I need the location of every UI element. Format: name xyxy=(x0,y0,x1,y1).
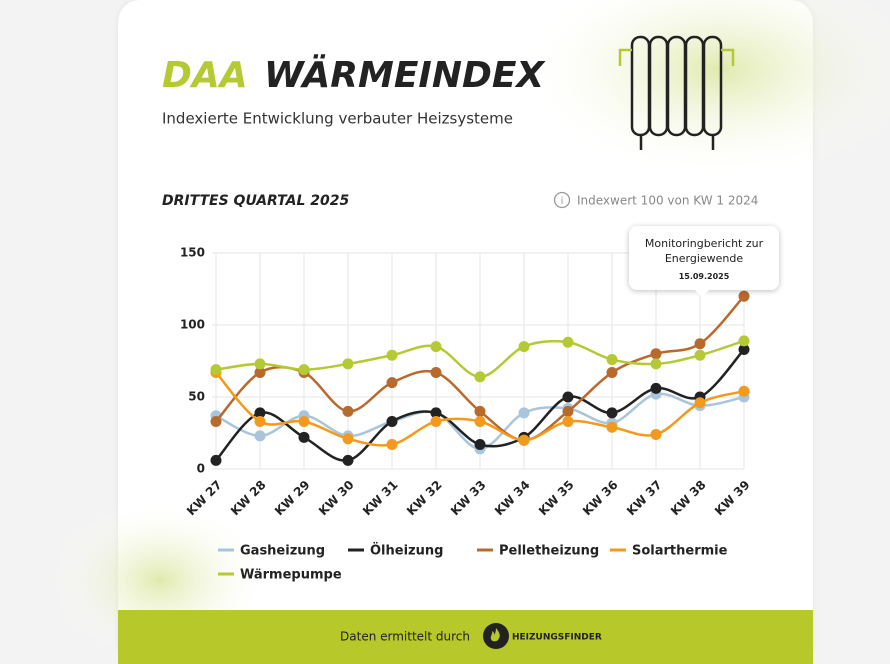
y-tick-label: 100 xyxy=(180,318,205,332)
x-tick-label: KW 29 xyxy=(272,478,313,519)
data-point xyxy=(518,341,530,353)
data-point xyxy=(254,415,266,427)
subtitle: Indexierte Entwicklung verbauter Heizsys… xyxy=(162,110,513,128)
x-tick-label: KW 30 xyxy=(316,478,357,519)
footer-text: Daten ermittelt durch xyxy=(340,630,470,644)
y-tick-label: 50 xyxy=(188,390,205,404)
legend-label: Solarthermie xyxy=(632,544,728,559)
data-point xyxy=(562,415,574,427)
data-point xyxy=(562,391,574,403)
legend-label: Pelletheizung xyxy=(499,544,599,559)
data-point xyxy=(430,341,442,353)
data-point xyxy=(342,358,354,370)
info-icon-i: i xyxy=(561,196,564,207)
data-point xyxy=(430,367,442,379)
footer-brand: HEIZUNGSFINDER xyxy=(512,633,602,643)
legend-label: Gasheizung xyxy=(240,544,325,559)
annotation-date: 15.09.2025 xyxy=(678,272,730,281)
chart-title: DRITTES QUARTAL 2025 xyxy=(162,193,349,209)
x-tick-label: KW 39 xyxy=(712,478,753,519)
title: WÄRMEINDEX xyxy=(264,54,546,96)
data-point xyxy=(474,405,486,417)
brand-flame xyxy=(490,628,500,642)
data-point xyxy=(606,407,618,419)
data-point xyxy=(254,358,266,370)
x-tick-label: KW 34 xyxy=(492,478,533,519)
data-point xyxy=(738,335,750,347)
data-point xyxy=(342,454,354,466)
data-point xyxy=(342,433,354,445)
data-point xyxy=(386,349,398,361)
data-point xyxy=(254,367,266,379)
x-tick-label: KW 32 xyxy=(404,478,445,519)
annotation: Monitoringbericht zur Energiewende 15.09.… xyxy=(629,226,779,297)
logo: DAA xyxy=(162,55,248,96)
data-point xyxy=(606,421,618,433)
x-tick-label: KW 37 xyxy=(624,478,665,519)
data-point xyxy=(430,407,442,419)
data-point xyxy=(650,382,662,394)
data-point xyxy=(474,371,486,383)
data-point xyxy=(518,434,530,446)
data-point xyxy=(738,343,750,355)
info-icon xyxy=(553,191,571,209)
data-point xyxy=(694,349,706,361)
data-point xyxy=(298,415,310,427)
data-point xyxy=(386,439,398,451)
x-tick-label: KW 35 xyxy=(536,478,577,519)
x-tick-label: KW 31 xyxy=(360,478,401,519)
data-point xyxy=(342,405,354,417)
data-point xyxy=(386,377,398,389)
data-point xyxy=(474,415,486,427)
data-point xyxy=(298,364,310,376)
data-point xyxy=(518,407,530,419)
data-point xyxy=(738,385,750,397)
data-point xyxy=(254,407,266,419)
data-point xyxy=(430,415,442,427)
data-point xyxy=(210,415,222,427)
legend-label: Ölheizung xyxy=(370,543,443,559)
x-tick-label: KW 38 xyxy=(668,478,709,519)
data-point xyxy=(210,364,222,376)
y-tick-label: 0 xyxy=(197,462,205,476)
x-tick-label: KW 28 xyxy=(228,478,269,519)
data-point xyxy=(606,354,618,366)
x-tick-label: KW 33 xyxy=(448,478,489,519)
data-point xyxy=(694,338,706,350)
data-point xyxy=(650,358,662,370)
data-point xyxy=(694,397,706,409)
x-tick-label: KW 36 xyxy=(580,478,621,519)
data-point xyxy=(606,367,618,379)
data-point xyxy=(650,348,662,360)
data-point xyxy=(386,415,398,427)
radiator-icon xyxy=(618,35,735,150)
data-point xyxy=(650,428,662,440)
data-point xyxy=(562,405,574,417)
data-point xyxy=(298,431,310,443)
footer-band xyxy=(118,610,813,664)
data-point xyxy=(254,430,266,442)
data-point xyxy=(562,336,574,348)
y-tick-label: 150 xyxy=(180,246,205,260)
annotation-text: Monitoringbericht zur Energiewende xyxy=(644,237,764,265)
data-point xyxy=(210,454,222,466)
data-point xyxy=(738,290,750,302)
legend-label: Wärmepumpe xyxy=(240,568,342,583)
data-point xyxy=(474,439,486,451)
chart-note: Indexwert 100 von KW 1 2024 xyxy=(577,194,758,208)
